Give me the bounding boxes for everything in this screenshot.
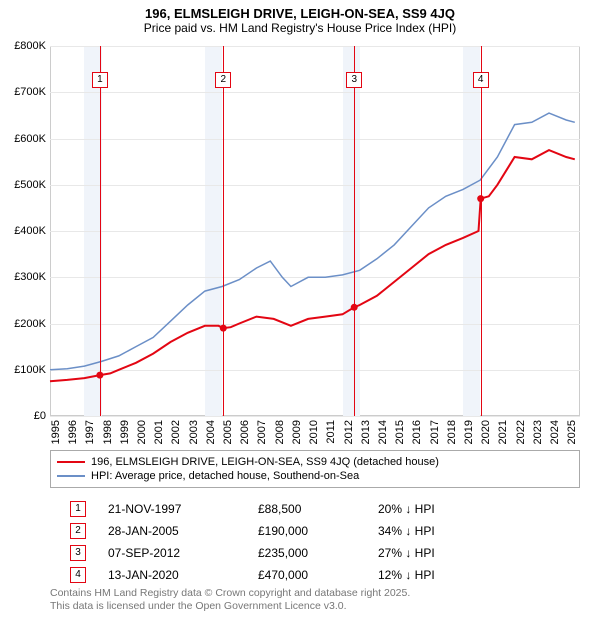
sale-vline [481, 46, 482, 416]
sales-row-marker: 2 [70, 523, 86, 539]
sales-diff: 20% ↓ HPI [378, 502, 498, 516]
y-axis-label: £600K [0, 133, 46, 145]
x-axis-label: 2009 [291, 420, 303, 444]
x-axis-label: 2021 [497, 420, 509, 444]
y-axis-label: £200K [0, 318, 46, 330]
x-axis-label: 2002 [170, 420, 182, 444]
sales-row: 1 21-NOV-1997£88,50020% ↓ HPI [70, 498, 498, 520]
x-axis-label: 2025 [566, 420, 578, 444]
x-axis-label: 2011 [325, 420, 337, 444]
chart-title: 196, ELMSLEIGH DRIVE, LEIGH-ON-SEA, SS9 … [0, 0, 600, 21]
chart-area: 1234 £0£100K£200K£300K£400K£500K£600K£70… [50, 46, 580, 416]
x-axis-label: 2020 [480, 420, 492, 444]
sales-row-marker: 1 [70, 501, 86, 517]
chart-container: 196, ELMSLEIGH DRIVE, LEIGH-ON-SEA, SS9 … [0, 0, 600, 620]
sales-price: £88,500 [258, 502, 378, 516]
x-axis-label: 2000 [136, 420, 148, 444]
sales-date: 07-SEP-2012 [108, 546, 258, 560]
sales-date: 21-NOV-1997 [108, 502, 258, 516]
sales-row: 2 28-JAN-2005£190,00034% ↓ HPI [70, 520, 498, 542]
x-axis-label: 1996 [67, 420, 79, 444]
legend-item: 196, ELMSLEIGH DRIVE, LEIGH-ON-SEA, SS9 … [57, 455, 573, 469]
x-axis-label: 1995 [50, 420, 62, 444]
x-axis-label: 2019 [463, 420, 475, 444]
sale-vline [100, 46, 101, 416]
x-axis-label: 2003 [188, 420, 200, 444]
x-axis-label: 2015 [394, 420, 406, 444]
y-axis-label: £500K [0, 179, 46, 191]
x-axis-label: 2022 [515, 420, 527, 444]
x-axis-label: 2014 [377, 420, 389, 444]
footer: Contains HM Land Registry data © Crown c… [50, 587, 410, 614]
legend-label: HPI: Average price, detached house, Sout… [91, 470, 359, 482]
x-axis-label: 2008 [274, 420, 286, 444]
x-axis-label: 2005 [222, 420, 234, 444]
x-axis-label: 1998 [102, 420, 114, 444]
sales-row-marker: 3 [70, 545, 86, 561]
legend-swatch [57, 475, 85, 477]
x-axis-label: 2023 [532, 420, 544, 444]
footer-line2: This data is licensed under the Open Gov… [50, 600, 410, 614]
sales-row-marker: 4 [70, 567, 86, 583]
sale-vline [354, 46, 355, 416]
x-axis-label: 2017 [429, 420, 441, 444]
x-axis-label: 1997 [84, 420, 96, 444]
sale-marker-3: 3 [346, 72, 362, 88]
sales-row: 3 07-SEP-2012£235,00027% ↓ HPI [70, 542, 498, 564]
legend-label: 196, ELMSLEIGH DRIVE, LEIGH-ON-SEA, SS9 … [91, 456, 439, 468]
sales-price: £190,000 [258, 524, 378, 538]
x-axis-label: 2013 [360, 420, 372, 444]
x-axis-label: 2018 [446, 420, 458, 444]
y-axis-label: £400K [0, 225, 46, 237]
legend-swatch [57, 461, 85, 463]
x-axis-label: 2007 [256, 420, 268, 444]
sales-price: £470,000 [258, 568, 378, 582]
sales-date: 13-JAN-2020 [108, 568, 258, 582]
sales-diff: 34% ↓ HPI [378, 524, 498, 538]
y-axis-label: £800K [0, 40, 46, 52]
sale-marker-2: 2 [215, 72, 231, 88]
sale-vline [223, 46, 224, 416]
x-axis-label: 2016 [411, 420, 423, 444]
chart-lines [50, 46, 580, 416]
sales-date: 28-JAN-2005 [108, 524, 258, 538]
y-axis-label: £300K [0, 271, 46, 283]
x-axis-label: 2006 [239, 420, 251, 444]
x-axis-label: 2004 [205, 420, 217, 444]
sale-marker-4: 4 [473, 72, 489, 88]
sales-row: 4 13-JAN-2020£470,00012% ↓ HPI [70, 564, 498, 586]
x-axis-label: 2001 [153, 420, 165, 444]
sales-table: 1 21-NOV-1997£88,50020% ↓ HPI 2 28-JAN-2005… [70, 498, 498, 586]
chart-subtitle: Price paid vs. HM Land Registry's House … [0, 21, 600, 39]
series-hpi [50, 113, 575, 370]
y-axis-label: £0 [0, 410, 46, 422]
legend: 196, ELMSLEIGH DRIVE, LEIGH-ON-SEA, SS9 … [50, 450, 580, 488]
sales-diff: 12% ↓ HPI [378, 568, 498, 582]
gridline [50, 416, 580, 417]
sales-price: £235,000 [258, 546, 378, 560]
y-axis-label: £700K [0, 86, 46, 98]
sales-diff: 27% ↓ HPI [378, 546, 498, 560]
footer-line1: Contains HM Land Registry data © Crown c… [50, 587, 410, 601]
legend-item: HPI: Average price, detached house, Sout… [57, 469, 573, 483]
x-axis-label: 2010 [308, 420, 320, 444]
x-axis-label: 1999 [119, 420, 131, 444]
y-axis-label: £100K [0, 364, 46, 376]
sale-marker-1: 1 [92, 72, 108, 88]
series-price_paid [50, 150, 575, 381]
x-axis-label: 2024 [549, 420, 561, 444]
x-axis-label: 2012 [343, 420, 355, 444]
